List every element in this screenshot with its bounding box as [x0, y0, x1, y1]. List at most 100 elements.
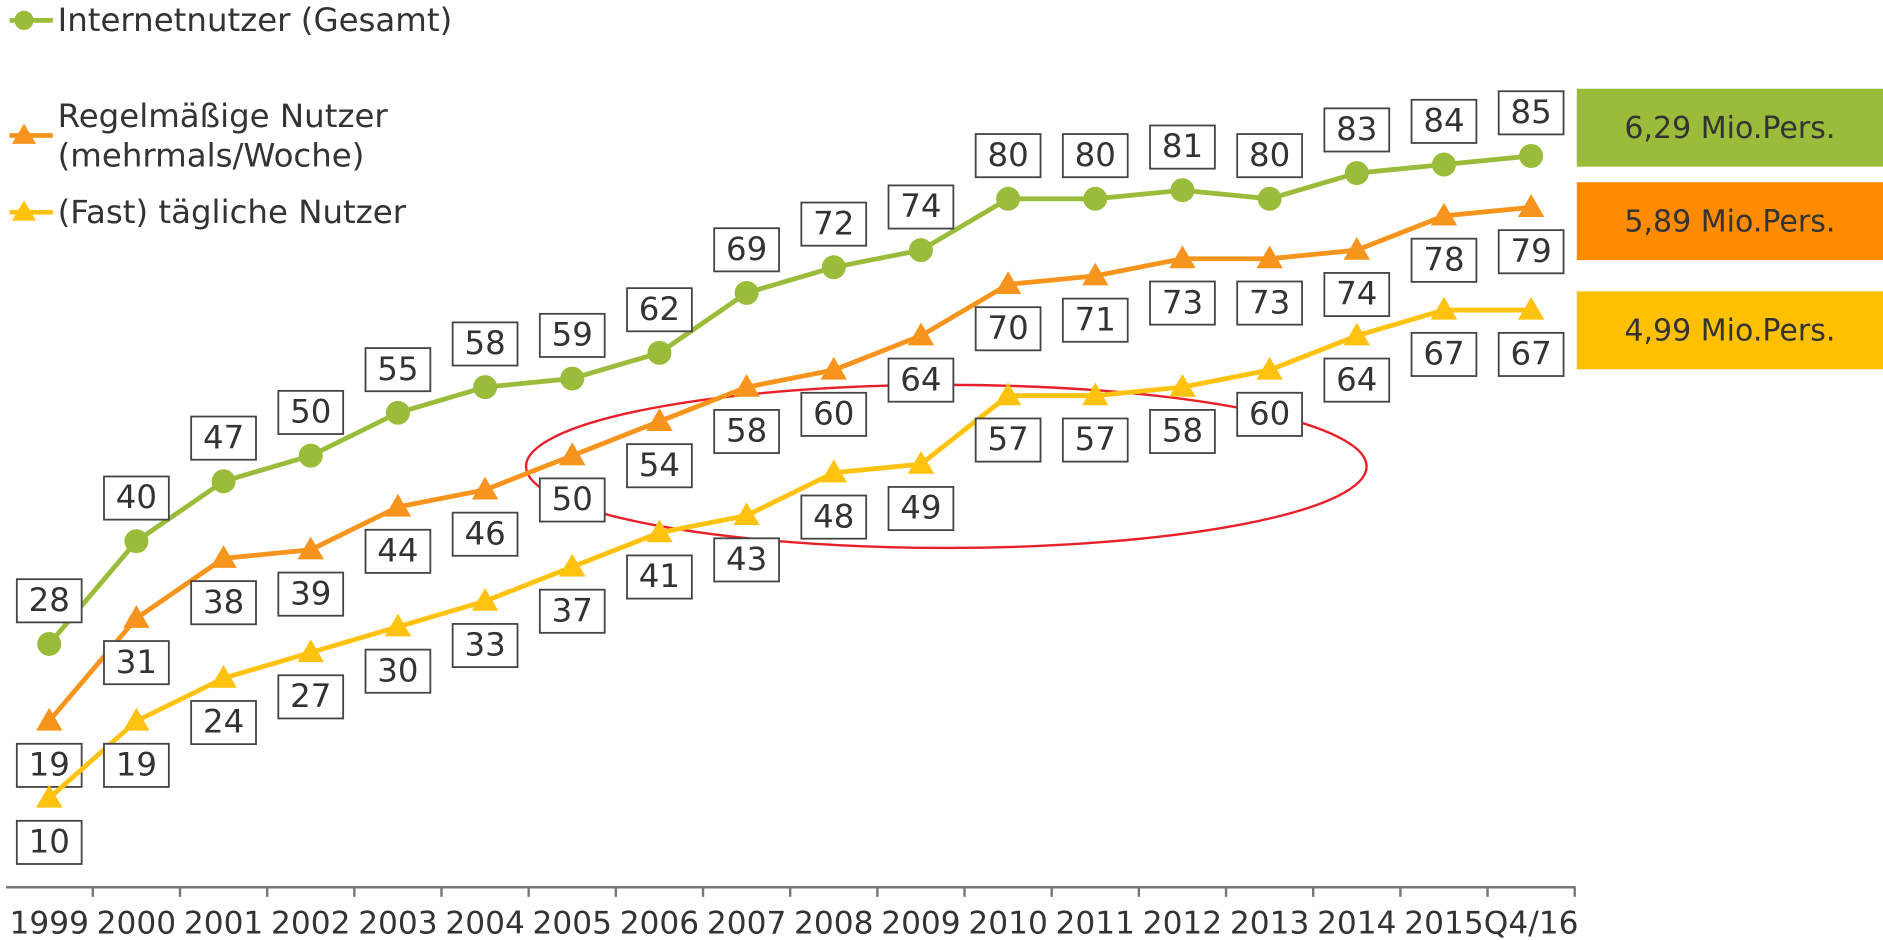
- data-label: 70: [987, 309, 1028, 347]
- point: [123, 707, 150, 731]
- x-tick-label: 2003: [358, 905, 437, 940]
- point: [210, 665, 237, 688]
- label-box: [1323, 272, 1391, 317]
- label-box: [1236, 391, 1303, 437]
- data-label: 58: [726, 412, 767, 450]
- label-box: [887, 357, 955, 403]
- label-box: [1236, 280, 1303, 326]
- data-label: 74: [900, 187, 941, 225]
- point: [734, 280, 759, 305]
- label-box: [103, 742, 170, 788]
- data-label: 80: [1075, 136, 1116, 174]
- x-tick-label: 2015: [1404, 905, 1483, 940]
- label-box: [1497, 331, 1565, 377]
- label-box: [451, 321, 519, 367]
- x-tick-label: 2000: [97, 905, 176, 940]
- point: [646, 408, 673, 431]
- point: [471, 587, 499, 611]
- data-label: 79: [1511, 232, 1552, 270]
- data-label: 47: [203, 418, 244, 456]
- point: [37, 631, 62, 656]
- point: [471, 476, 499, 500]
- data-label: 40: [116, 478, 157, 516]
- label-box: [974, 417, 1042, 463]
- data-label: 50: [552, 480, 593, 518]
- point: [384, 613, 412, 637]
- point: [36, 784, 63, 808]
- label-box: [1410, 331, 1478, 377]
- point: [1430, 296, 1458, 320]
- x-tick-label: 2005: [533, 905, 612, 940]
- point: [820, 459, 847, 483]
- label-box: [1061, 133, 1129, 179]
- data-label: 19: [116, 746, 157, 784]
- label-box: [364, 347, 432, 393]
- point: [1169, 373, 1196, 397]
- x-tick-label: 2001: [184, 905, 263, 940]
- data-label: 71: [1075, 300, 1116, 338]
- series-line: [47, 204, 1532, 723]
- data-label: 30: [377, 651, 418, 689]
- point: [733, 502, 760, 526]
- label-box: [277, 571, 345, 617]
- label-box: [190, 580, 257, 626]
- x-tick-label: 2014: [1317, 905, 1396, 940]
- label-box: [451, 623, 519, 668]
- point: [1344, 161, 1369, 186]
- label-box: [103, 475, 170, 521]
- point: [36, 707, 63, 731]
- label-box: [364, 648, 432, 694]
- legend-marker: [14, 10, 34, 30]
- point: [1517, 296, 1545, 320]
- label-box: [713, 537, 780, 583]
- x-tick-label: 2006: [620, 905, 699, 940]
- point: [1082, 382, 1109, 406]
- x-tick-label: 2011: [1056, 905, 1135, 940]
- point: [473, 375, 498, 400]
- point: [820, 356, 847, 380]
- x-tick-label: 2009: [881, 905, 960, 940]
- point: [907, 450, 935, 474]
- data-label: 73: [1162, 283, 1203, 321]
- point: [994, 271, 1022, 294]
- legend-marker: [12, 123, 37, 144]
- data-label: 57: [1075, 420, 1116, 458]
- point: [1170, 178, 1195, 203]
- point: [1256, 245, 1283, 269]
- point: [297, 639, 324, 663]
- data-label: 67: [1511, 335, 1552, 373]
- label-box: [1149, 124, 1216, 170]
- label-box: [538, 477, 606, 523]
- label-box: [626, 287, 693, 333]
- point: [1083, 186, 1108, 211]
- data-label: 55: [377, 350, 418, 388]
- series-line: [47, 153, 1532, 646]
- label-box: [103, 640, 170, 686]
- data-label: 41: [639, 557, 680, 595]
- point: [1343, 322, 1371, 346]
- point: [996, 186, 1021, 211]
- data-label: 84: [1423, 102, 1464, 140]
- point: [1169, 245, 1196, 269]
- label-box: [538, 312, 606, 358]
- legend-marker: [12, 200, 37, 221]
- point: [1082, 262, 1109, 286]
- label-box: [713, 409, 780, 454]
- label-box: [1323, 107, 1391, 153]
- point: [385, 400, 410, 425]
- point: [1431, 152, 1456, 177]
- label-box: [538, 588, 606, 634]
- data-label: 58: [1162, 412, 1203, 450]
- data-label: 80: [1249, 136, 1290, 174]
- data-label: 57: [987, 420, 1028, 458]
- data-label: 64: [900, 360, 941, 398]
- data-label: 54: [639, 446, 680, 484]
- point: [559, 553, 586, 577]
- data-label: 73: [1249, 283, 1290, 321]
- data-label: 50: [290, 393, 331, 431]
- end-label: 4,99 Mio.Pers.: [1576, 291, 1883, 370]
- data-label: 19: [29, 746, 70, 784]
- label-box: [1236, 133, 1303, 179]
